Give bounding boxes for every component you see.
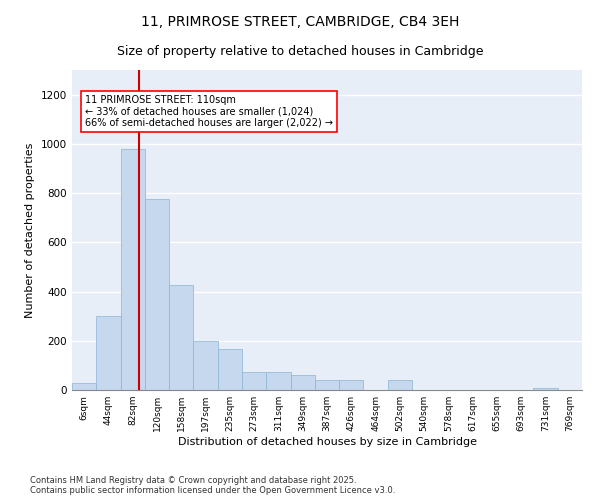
Bar (193, 341, 218, 390)
Text: 11 PRIMROSE STREET: 110sqm
← 33% of detached houses are smaller (1,024)
66% of s: 11 PRIMROSE STREET: 110sqm ← 33% of deta… (85, 94, 332, 128)
Bar (145, 199, 169, 390)
Bar (533, 388, 558, 390)
Y-axis label: Number of detached properties: Number of detached properties (25, 142, 35, 318)
Bar (266, 372, 290, 390)
Bar (121, 149, 145, 390)
Text: Size of property relative to detached houses in Cambridge: Size of property relative to detached ho… (117, 45, 483, 58)
Bar (388, 380, 412, 390)
Bar (242, 372, 266, 390)
Text: 11, PRIMROSE STREET, CAMBRIDGE, CB4 3EH: 11, PRIMROSE STREET, CAMBRIDGE, CB4 3EH (141, 15, 459, 29)
Bar (72, 383, 96, 390)
Text: Contains HM Land Registry data © Crown copyright and database right 2025.
Contai: Contains HM Land Registry data © Crown c… (30, 476, 395, 495)
Bar (315, 380, 339, 390)
Bar (218, 350, 242, 390)
X-axis label: Distribution of detached houses by size in Cambridge: Distribution of detached houses by size … (178, 437, 476, 447)
Bar (169, 286, 193, 390)
Bar (96, 316, 121, 390)
Bar (339, 380, 364, 390)
Bar (290, 375, 315, 390)
